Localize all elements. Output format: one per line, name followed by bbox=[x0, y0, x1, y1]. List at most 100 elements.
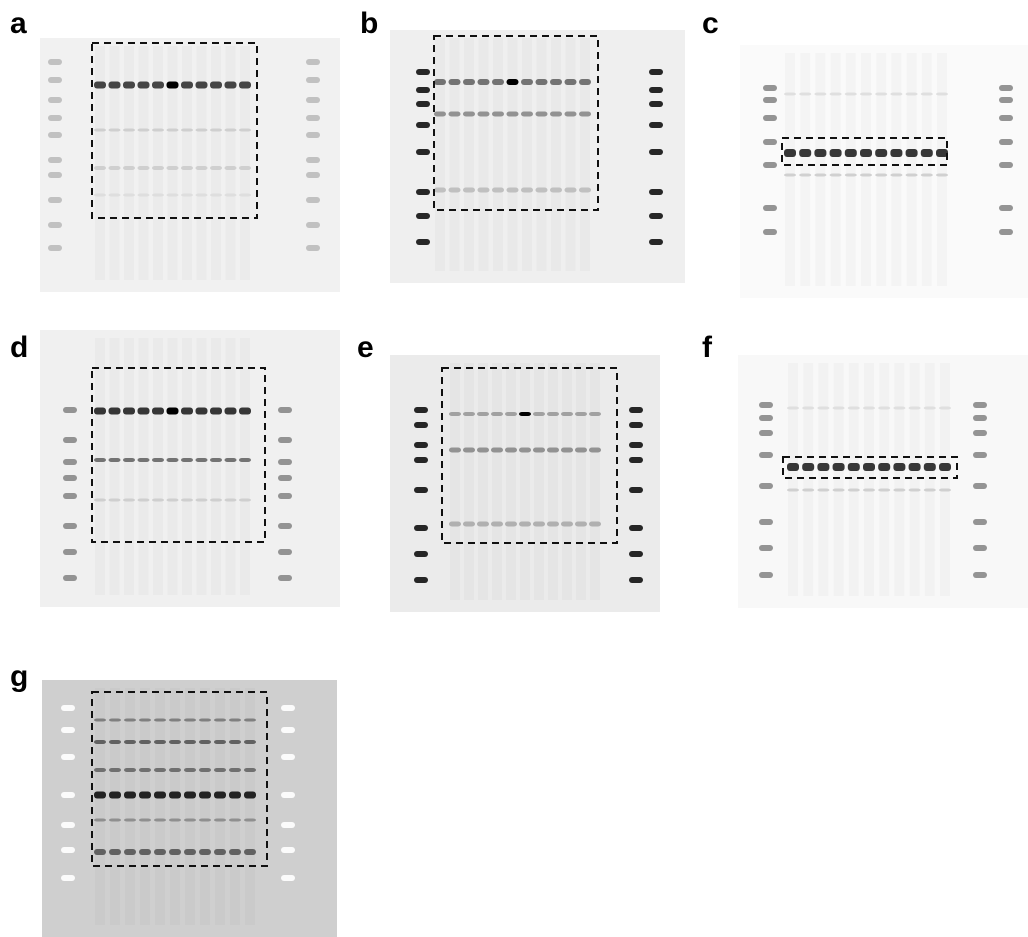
band bbox=[199, 718, 211, 722]
ladder-band bbox=[973, 519, 987, 525]
band bbox=[181, 193, 193, 197]
ladder-band bbox=[649, 122, 663, 128]
lane bbox=[580, 38, 590, 271]
band bbox=[210, 498, 222, 502]
band bbox=[181, 498, 193, 502]
band bbox=[152, 458, 164, 462]
blot bbox=[738, 355, 1028, 608]
band bbox=[491, 447, 503, 453]
band bbox=[181, 166, 193, 170]
band bbox=[506, 187, 519, 193]
band bbox=[214, 740, 226, 744]
ladder-band bbox=[48, 197, 62, 203]
lane bbox=[170, 688, 180, 925]
ladder-band bbox=[306, 59, 320, 65]
band bbox=[154, 768, 166, 772]
crop-box bbox=[782, 456, 958, 479]
band bbox=[550, 111, 562, 117]
band bbox=[890, 92, 903, 96]
ladder-band bbox=[649, 101, 663, 107]
band bbox=[199, 768, 211, 772]
band bbox=[181, 81, 193, 89]
band bbox=[137, 407, 150, 415]
lane bbox=[211, 338, 221, 595]
band bbox=[878, 406, 891, 410]
band bbox=[214, 849, 226, 855]
ladder-band bbox=[48, 245, 62, 251]
band bbox=[109, 818, 121, 822]
membrane bbox=[738, 355, 1028, 608]
band bbox=[817, 488, 830, 492]
band bbox=[491, 412, 503, 416]
band bbox=[920, 92, 933, 96]
lane bbox=[153, 46, 163, 280]
band bbox=[181, 128, 193, 132]
band bbox=[214, 718, 226, 722]
lane bbox=[506, 363, 516, 600]
lane bbox=[925, 363, 935, 596]
band bbox=[124, 818, 136, 822]
band bbox=[224, 458, 237, 462]
band bbox=[137, 498, 150, 502]
band bbox=[829, 173, 842, 177]
band bbox=[239, 193, 251, 197]
ladder-band bbox=[48, 115, 62, 121]
band bbox=[139, 740, 151, 744]
band bbox=[94, 818, 106, 822]
ladder-band bbox=[416, 189, 430, 195]
band bbox=[519, 521, 531, 527]
band bbox=[547, 447, 559, 453]
band bbox=[224, 166, 237, 170]
ladder-band bbox=[763, 139, 777, 145]
band bbox=[817, 463, 830, 471]
band bbox=[787, 406, 799, 410]
ladder-band bbox=[973, 430, 987, 436]
band bbox=[154, 718, 166, 722]
band bbox=[166, 498, 179, 502]
band bbox=[239, 458, 251, 462]
band bbox=[477, 187, 490, 193]
band bbox=[199, 849, 211, 855]
blot bbox=[42, 680, 337, 937]
lane bbox=[464, 38, 474, 271]
ladder-band bbox=[63, 475, 77, 481]
band bbox=[94, 407, 106, 415]
lane bbox=[124, 338, 134, 595]
lane bbox=[95, 688, 105, 925]
band bbox=[448, 187, 461, 193]
ladder-band bbox=[973, 483, 987, 489]
band bbox=[94, 166, 106, 170]
lane bbox=[110, 688, 120, 925]
band bbox=[108, 193, 121, 197]
band bbox=[137, 128, 150, 132]
band bbox=[123, 407, 135, 415]
ladder-band bbox=[629, 551, 643, 557]
band bbox=[214, 818, 226, 822]
lane bbox=[876, 53, 886, 286]
band bbox=[875, 149, 888, 157]
band bbox=[521, 79, 533, 85]
band bbox=[195, 81, 208, 89]
lane bbox=[211, 46, 221, 280]
band bbox=[561, 447, 573, 453]
band bbox=[210, 166, 222, 170]
ladder-band bbox=[281, 754, 295, 760]
ladder-band bbox=[48, 132, 62, 138]
lane bbox=[124, 46, 134, 280]
ladder-band bbox=[306, 157, 320, 163]
band bbox=[506, 111, 519, 117]
ladder-band bbox=[306, 222, 320, 228]
lane bbox=[492, 363, 502, 600]
band bbox=[199, 791, 211, 799]
band bbox=[463, 79, 475, 85]
ladder-band bbox=[281, 875, 295, 881]
band bbox=[244, 718, 256, 722]
band bbox=[860, 92, 872, 96]
band bbox=[491, 521, 503, 527]
band bbox=[936, 92, 948, 96]
lane bbox=[200, 688, 210, 925]
lane bbox=[226, 46, 236, 280]
ladder-band bbox=[416, 101, 430, 107]
ladder-band bbox=[306, 245, 320, 251]
